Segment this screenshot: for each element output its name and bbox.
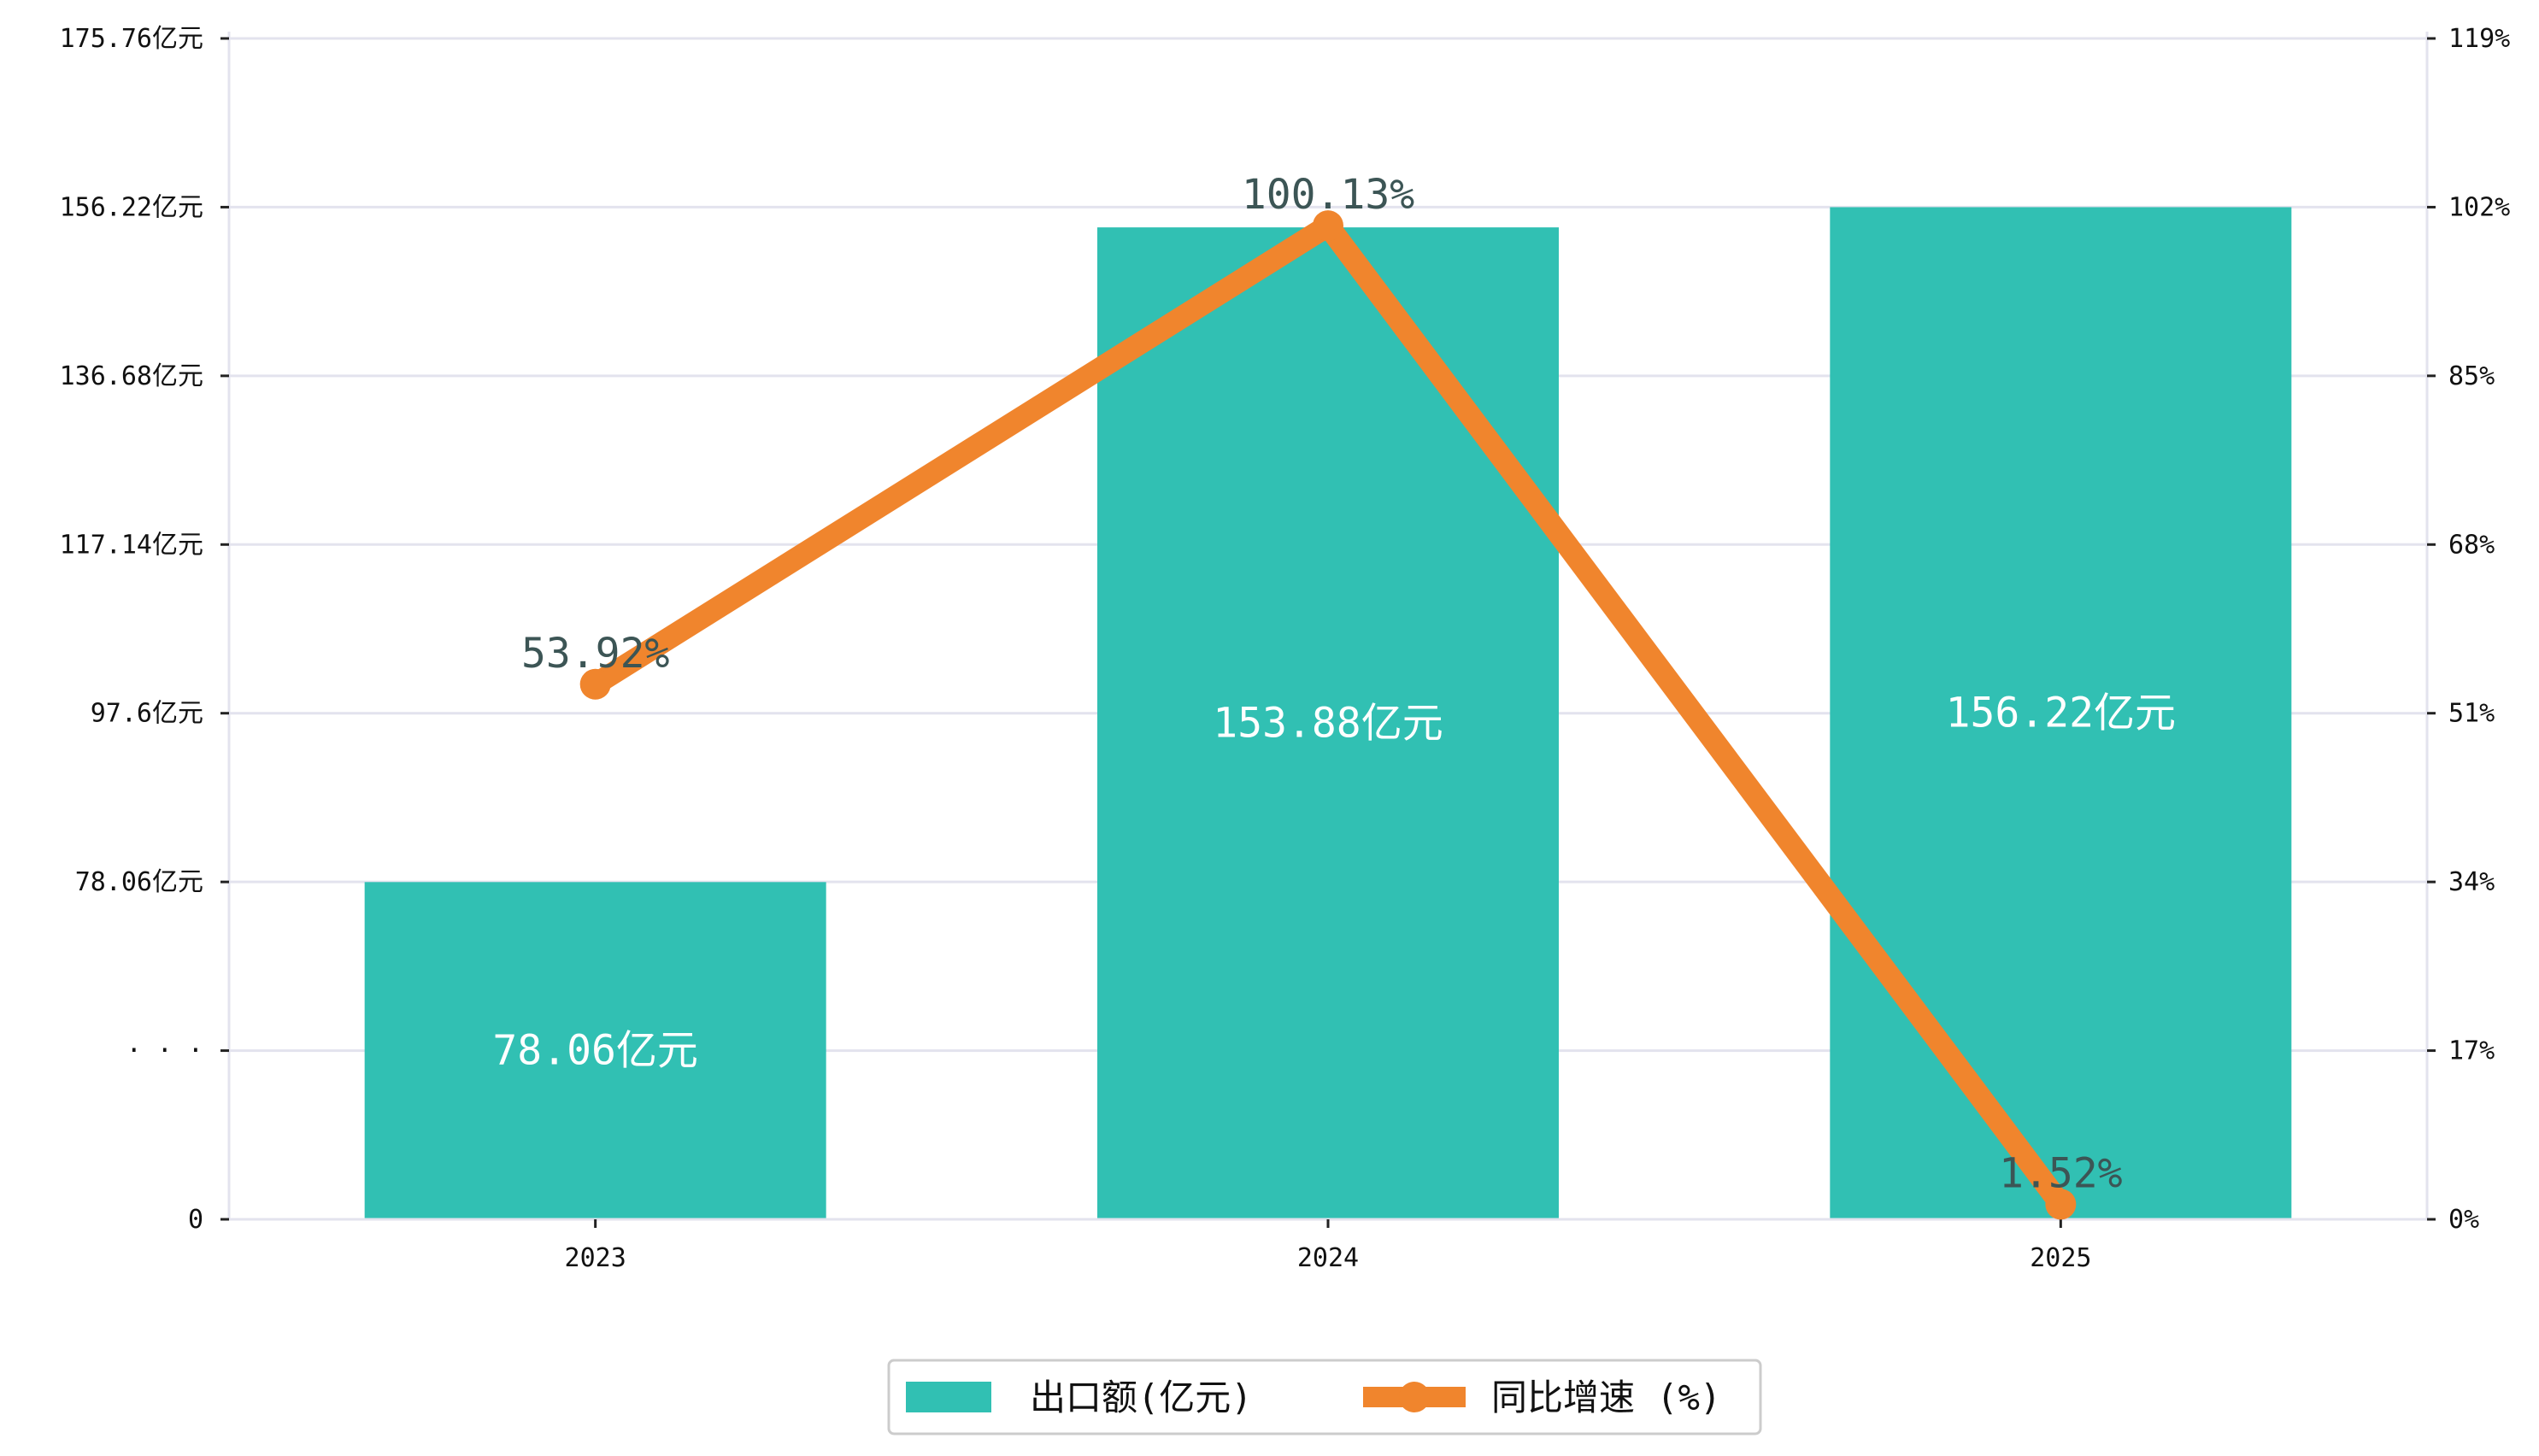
left-tick-label: · · · <box>126 1036 203 1066</box>
right-tick-label: 102% <box>2448 192 2510 222</box>
bar-value-label: 153.88亿元 <box>1213 700 1443 748</box>
bar-value-label: 156.22亿元 <box>1946 690 2176 737</box>
bar-value-labels: 78.06亿元 153.88亿元 156.22亿元 <box>492 690 2176 1075</box>
line-series <box>579 210 2077 1220</box>
growth-point <box>579 668 611 700</box>
legend: 出口额(亿元) 同比增速 (%) <box>887 1359 1762 1435</box>
left-tick-label: 117.14亿元 <box>60 530 203 560</box>
growth-value-label: 100.13% <box>1242 171 1414 219</box>
left-tick-label: 0 <box>188 1205 203 1235</box>
bar <box>1097 227 1559 1219</box>
left-tick-label: 156.22亿元 <box>60 192 203 222</box>
growth-value-label: 1.52% <box>1999 1149 2123 1197</box>
bar-value-label: 78.06亿元 <box>492 1027 698 1075</box>
right-tick-label: 68% <box>2448 530 2495 560</box>
right-tick-label: 51% <box>2448 699 2495 729</box>
left-tick-label: 175.76亿元 <box>60 24 203 54</box>
right-tick-label: 0% <box>2448 1205 2479 1235</box>
right-tick-label: 119% <box>2448 24 2510 54</box>
left-tick-label: 78.06亿元 <box>75 867 203 897</box>
x-axis-ticks: 2023 2024 2025 <box>565 1219 2091 1273</box>
left-axis-ticks: 0 · · · 78.06亿元 97.6亿元 117.14亿元 136.68亿元 156.2… <box>60 24 229 1235</box>
legend-line-label: 同比增速 (%) <box>1491 1377 1721 1418</box>
right-tick-label: 85% <box>2448 361 2495 391</box>
left-tick-label: 136.68亿元 <box>60 361 203 391</box>
bar-series <box>364 207 2292 1219</box>
growth-point <box>2045 1189 2077 1220</box>
x-tick-label: 2025 <box>2030 1243 2091 1273</box>
bar <box>364 882 826 1219</box>
left-tick-label: 97.6亿元 <box>91 699 203 729</box>
legend-box <box>887 1359 1762 1435</box>
legend-bar-swatch <box>906 1382 991 1412</box>
right-tick-label: 17% <box>2448 1036 2495 1066</box>
right-axis-ticks: 0% 17% 34% 51% 68% 85% 102% 119% <box>2427 24 2510 1235</box>
growth-point <box>1313 210 1343 242</box>
bar <box>1830 207 2292 1219</box>
x-tick-label: 2024 <box>1297 1243 1359 1273</box>
right-tick-label: 34% <box>2448 867 2495 897</box>
legend-bar-label: 出口额(亿元) <box>1030 1377 1253 1418</box>
legend-line-marker <box>1399 1382 1430 1412</box>
x-tick-label: 2023 <box>565 1243 626 1273</box>
line-value-labels: 53.92% 100.13% 1.52% <box>521 171 2123 1197</box>
growth-value-label: 53.92% <box>521 630 669 678</box>
